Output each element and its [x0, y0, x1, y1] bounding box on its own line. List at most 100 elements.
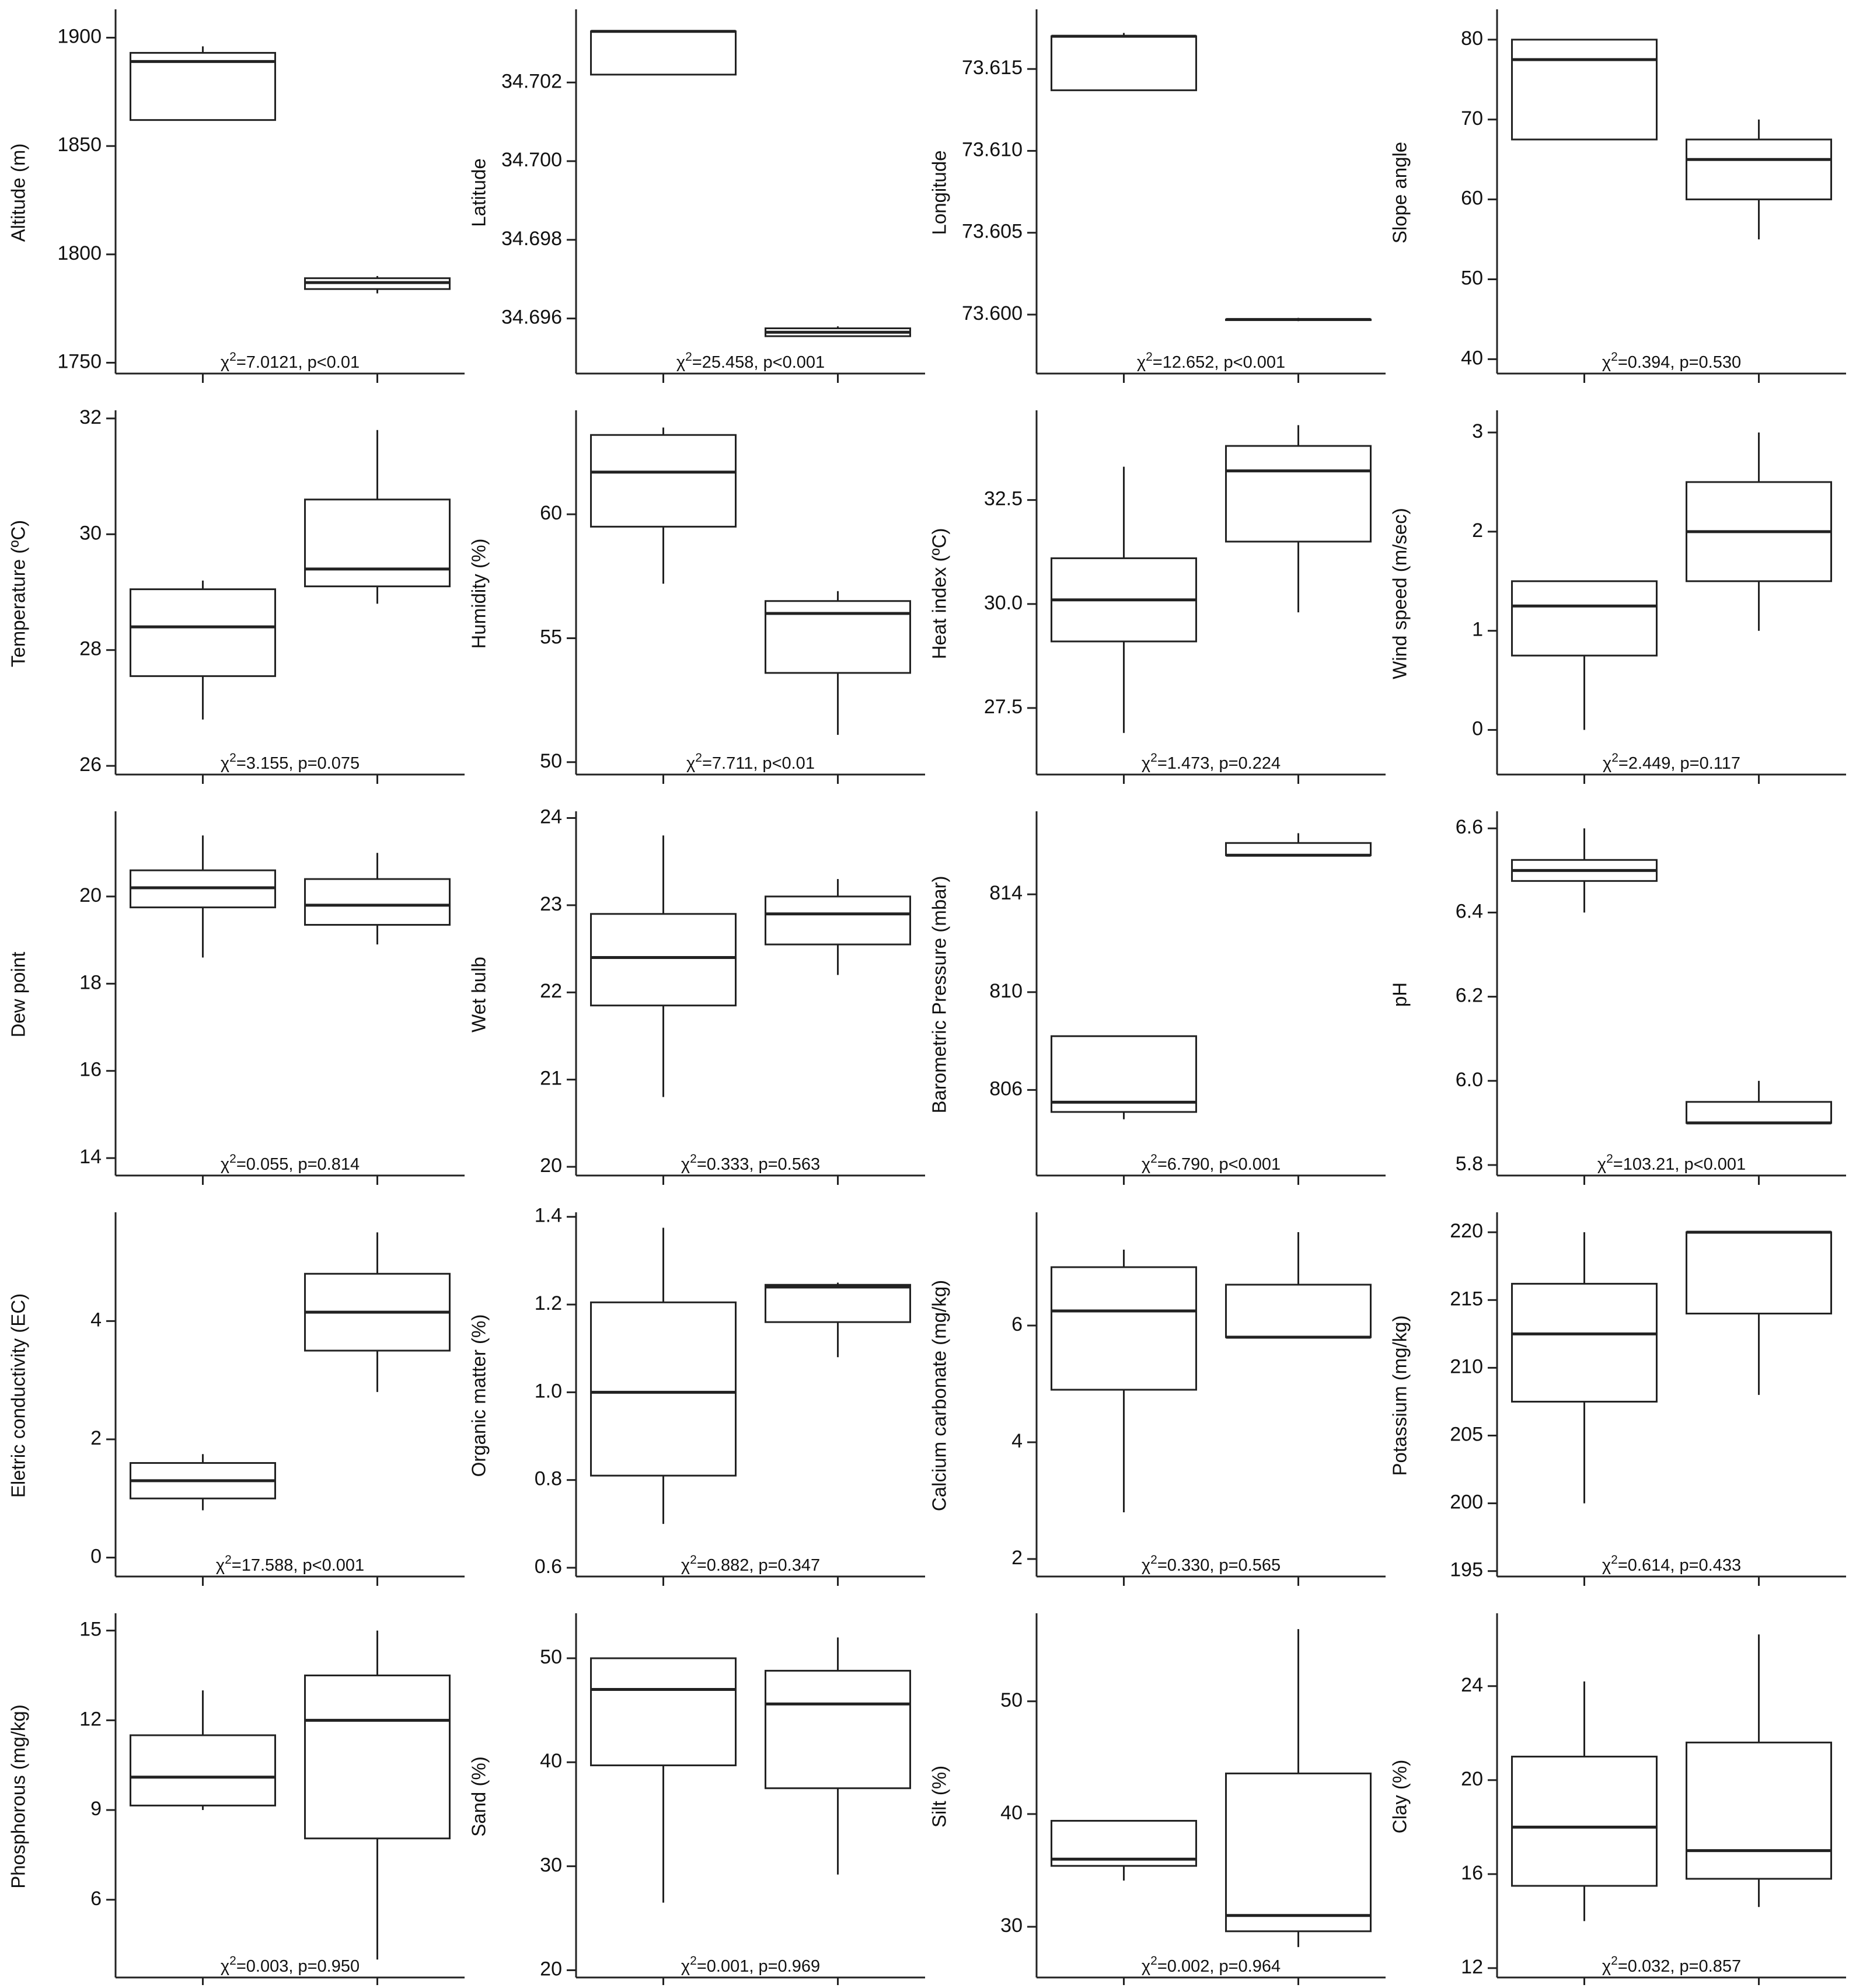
chi-symbol: χ: [221, 754, 229, 773]
y-tick-label: 806: [989, 1077, 1023, 1100]
chi-symbol: χ: [1142, 1155, 1150, 1174]
y-tick-label: 40: [540, 1750, 562, 1772]
y-tick-label: 40: [1000, 1802, 1023, 1824]
y-tick-label: 5.8: [1456, 1153, 1483, 1175]
stat-value: =0.882, p=0.347: [697, 1556, 820, 1575]
stat-value: =0.614, p=0.433: [1618, 1556, 1741, 1575]
box-IPB: [1051, 1266, 1197, 1391]
y-tick-label: 80: [1461, 27, 1483, 50]
chi-symbol: χ: [1597, 1155, 1606, 1174]
stat-annotation: χ2=0.002, p=0.964: [1142, 1954, 1281, 1976]
box-ZLI: [1225, 445, 1372, 543]
y-tick-label: 220: [1450, 1220, 1483, 1242]
y-tick-label: 34.696: [501, 306, 562, 329]
stat-annotation: χ2=0.614, p=0.433: [1602, 1553, 1741, 1575]
y-tick-label: 22: [540, 980, 562, 1002]
y-tick-label: 32.5: [984, 488, 1023, 510]
y-axis-label: Clay (%): [1389, 1760, 1411, 1834]
stat-annotation: χ2=7.711, p<0.01: [686, 751, 815, 773]
y-axis-label: Wet bulb: [468, 957, 490, 1033]
stat-annotation: χ2=7.0121, p<0.01: [221, 350, 360, 372]
y-tick-label: 4: [90, 1309, 102, 1331]
y-tick-label: 2: [1472, 519, 1483, 542]
y-tick-label: 6.0: [1456, 1069, 1483, 1091]
boxplot-panel: 40 50 60 70 80 Slope angle χ2=0.394, p=0.530: [1389, 9, 1846, 383]
chi-superscript: 2: [1611, 751, 1618, 765]
y-tick-label: 30.0: [984, 592, 1023, 614]
chi-superscript: 2: [1606, 1152, 1613, 1166]
y-tick-label: 12: [1461, 1956, 1483, 1978]
box-IPB: [130, 1734, 276, 1806]
box-ZLI: [765, 895, 911, 946]
box-IPB: [1511, 1282, 1658, 1403]
boxplot-panel: 6 9 12 15 Phosphorous (mg/kg) χ2=0.003, p=0.9…: [8, 1613, 465, 1987]
y-tick-label: 0.8: [535, 1468, 562, 1490]
stat-value: =0.003, p=0.950: [236, 1957, 360, 1976]
y-tick-label: 28: [79, 638, 102, 660]
chi-superscript: 2: [1611, 350, 1618, 364]
y-tick-label: 20: [540, 1958, 562, 1980]
boxplot-panel: 50 55 60 Humidity (%) χ2=7.711, p<0.01: [468, 410, 925, 784]
boxplot-panel: 5.8 6.0 6.2 6.4 6.6 pH χ2=103.21, p<0.001: [1389, 811, 1846, 1185]
stat-annotation: χ2=0.330, p=0.565: [1142, 1553, 1281, 1575]
y-tick-label: 27.5: [984, 696, 1023, 718]
y-tick-label: 9: [90, 1798, 102, 1820]
stat-value: =17.588, p<0.001: [232, 1556, 364, 1575]
stat-value: =12.652, p<0.001: [1153, 353, 1285, 372]
y-axis-label: pH: [1389, 982, 1411, 1007]
y-axis-label: Organic matter (%): [468, 1314, 490, 1477]
box-ZLI: [304, 498, 451, 588]
chi-superscript: 2: [690, 1553, 697, 1567]
box-IPB: [1051, 35, 1197, 92]
boxplot-panel: 14 16 18 20 Dew point χ2=0.055, p=0.814: [8, 811, 465, 1185]
y-tick-label: 15: [79, 1619, 102, 1641]
stat-value: =0.002, p=0.964: [1157, 1957, 1281, 1976]
y-tick-label: 24: [1461, 1674, 1483, 1696]
stat-annotation: χ2=103.21, p<0.001: [1597, 1152, 1746, 1174]
y-axis-label: Slope angle: [1389, 142, 1411, 243]
y-tick-label: 30: [1000, 1914, 1023, 1937]
box-ZLI: [765, 600, 911, 674]
y-tick-label: 50: [540, 1646, 562, 1668]
chi-symbol: χ: [1137, 353, 1146, 372]
y-tick-label: 1800: [57, 242, 102, 264]
chi-superscript: 2: [1150, 751, 1157, 765]
y-tick-label: 0: [1472, 718, 1483, 740]
y-tick-label: 2: [90, 1427, 102, 1449]
box-IPB: [130, 52, 276, 121]
y-tick-label: 215: [1450, 1288, 1483, 1310]
y-tick-label: 30: [540, 1854, 562, 1876]
y-tick-label: 34.698: [501, 228, 562, 250]
y-tick-label: 6.4: [1456, 900, 1483, 922]
y-tick-label: 6: [1011, 1313, 1023, 1335]
chi-symbol: χ: [1603, 754, 1611, 773]
stat-annotation: χ2=17.588, p<0.001: [216, 1553, 364, 1575]
stat-value: =103.21, p<0.001: [1613, 1155, 1746, 1174]
stat-value: =0.032, p=0.857: [1618, 1957, 1741, 1976]
chi-symbol: χ: [1602, 1556, 1611, 1575]
y-axis-label: Temperature (ºC): [8, 520, 29, 667]
y-tick-label: 1900: [57, 26, 102, 48]
stat-annotation: χ2=0.003, p=0.950: [221, 1954, 360, 1976]
y-tick-label: 1.0: [535, 1380, 562, 1402]
y-axis-label: Silt (%): [929, 1766, 950, 1827]
boxplot-panel: 27.5 30.0 32.5 Heat index (ºC) χ2=1.473, p=0…: [929, 410, 1386, 784]
stat-annotation: χ2=0.882, p=0.347: [681, 1553, 820, 1575]
chi-superscript: 2: [225, 1553, 232, 1567]
stat-annotation: χ2=2.449, p=0.117: [1603, 751, 1740, 773]
y-tick-label: 55: [540, 626, 562, 648]
box-ZLI: [1225, 1772, 1372, 1933]
box-ZLI: [1686, 1231, 1832, 1315]
chi-superscript: 2: [1150, 1954, 1157, 1968]
y-tick-label: 34.700: [501, 149, 562, 171]
y-tick-label: 1750: [57, 350, 102, 372]
y-tick-label: 210: [1450, 1355, 1483, 1377]
stat-value: =0.001, p=0.969: [697, 1957, 820, 1976]
y-tick-label: 60: [540, 502, 562, 524]
y-tick-label: 0.6: [535, 1555, 562, 1578]
chi-superscript: 2: [1611, 1954, 1618, 1968]
y-tick-label: 24: [540, 805, 562, 828]
